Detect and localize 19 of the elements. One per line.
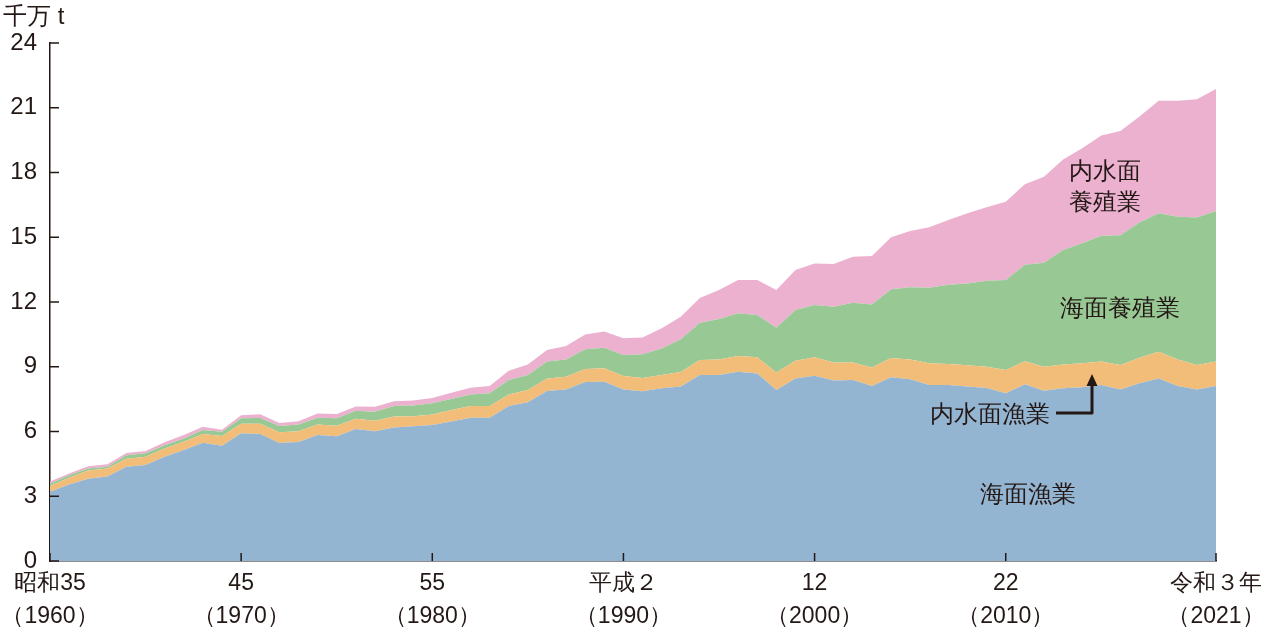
series-label: 海面漁業 (980, 478, 1077, 508)
x-tick-label: 平成２（1990） (574, 569, 673, 628)
y-tick-label: 3 (23, 480, 37, 508)
x-tick-label: 55（1980） (383, 569, 481, 628)
x-tick-label: 22（2010） (957, 569, 1055, 628)
y-axis-title: 千万 t (3, 2, 65, 30)
x-tick-label: 令和３年（2021） (1167, 569, 1265, 628)
series-label: 海面養殖業 (1060, 292, 1181, 323)
y-tick-label: 18 (10, 157, 37, 185)
y-tick-label: 15 (10, 221, 37, 249)
x-tick-label: 45（1970） (192, 569, 290, 628)
y-tick-label: 24 (10, 27, 37, 55)
y-tick-label: 12 (10, 286, 37, 314)
series-label: 内水面漁業 (929, 398, 1050, 429)
y-tick-label: 6 (23, 416, 37, 444)
x-tick-label: 12（2000） (766, 569, 864, 628)
y-tick-label: 21 (10, 92, 37, 120)
y-tick-label: 9 (23, 351, 37, 379)
series-label: 内水面養殖業 (1068, 156, 1143, 218)
